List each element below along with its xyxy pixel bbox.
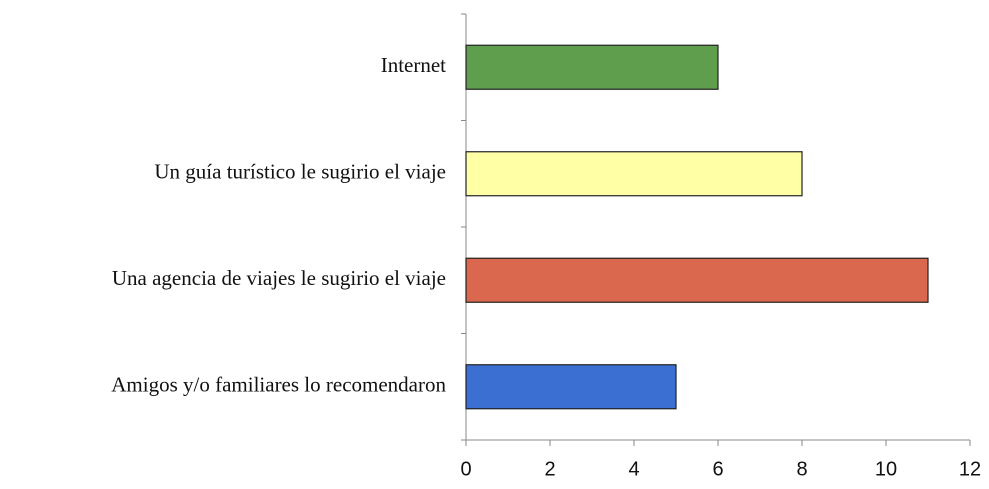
x-tick-label: 0 (460, 458, 471, 480)
bar (465, 44, 719, 90)
y-tick-label: Una agencia de viajes le sugirio el viaj… (112, 266, 446, 290)
x-tick-label: 8 (796, 458, 807, 480)
x-tick-label: 10 (875, 458, 897, 480)
x-tick-label: 2 (544, 458, 555, 480)
bar (465, 257, 929, 303)
y-tick-label: Un guía turístico le sugirio el viaje (154, 160, 446, 184)
bar (465, 364, 677, 410)
x-tick-label: 12 (959, 458, 981, 480)
x-tick-label: 4 (628, 458, 639, 480)
bar (465, 151, 803, 197)
x-tick-label: 6 (712, 458, 723, 480)
y-tick-label: Amigos y/o familiares lo recomendaron (111, 373, 446, 397)
y-tick-label: Internet (381, 53, 446, 77)
